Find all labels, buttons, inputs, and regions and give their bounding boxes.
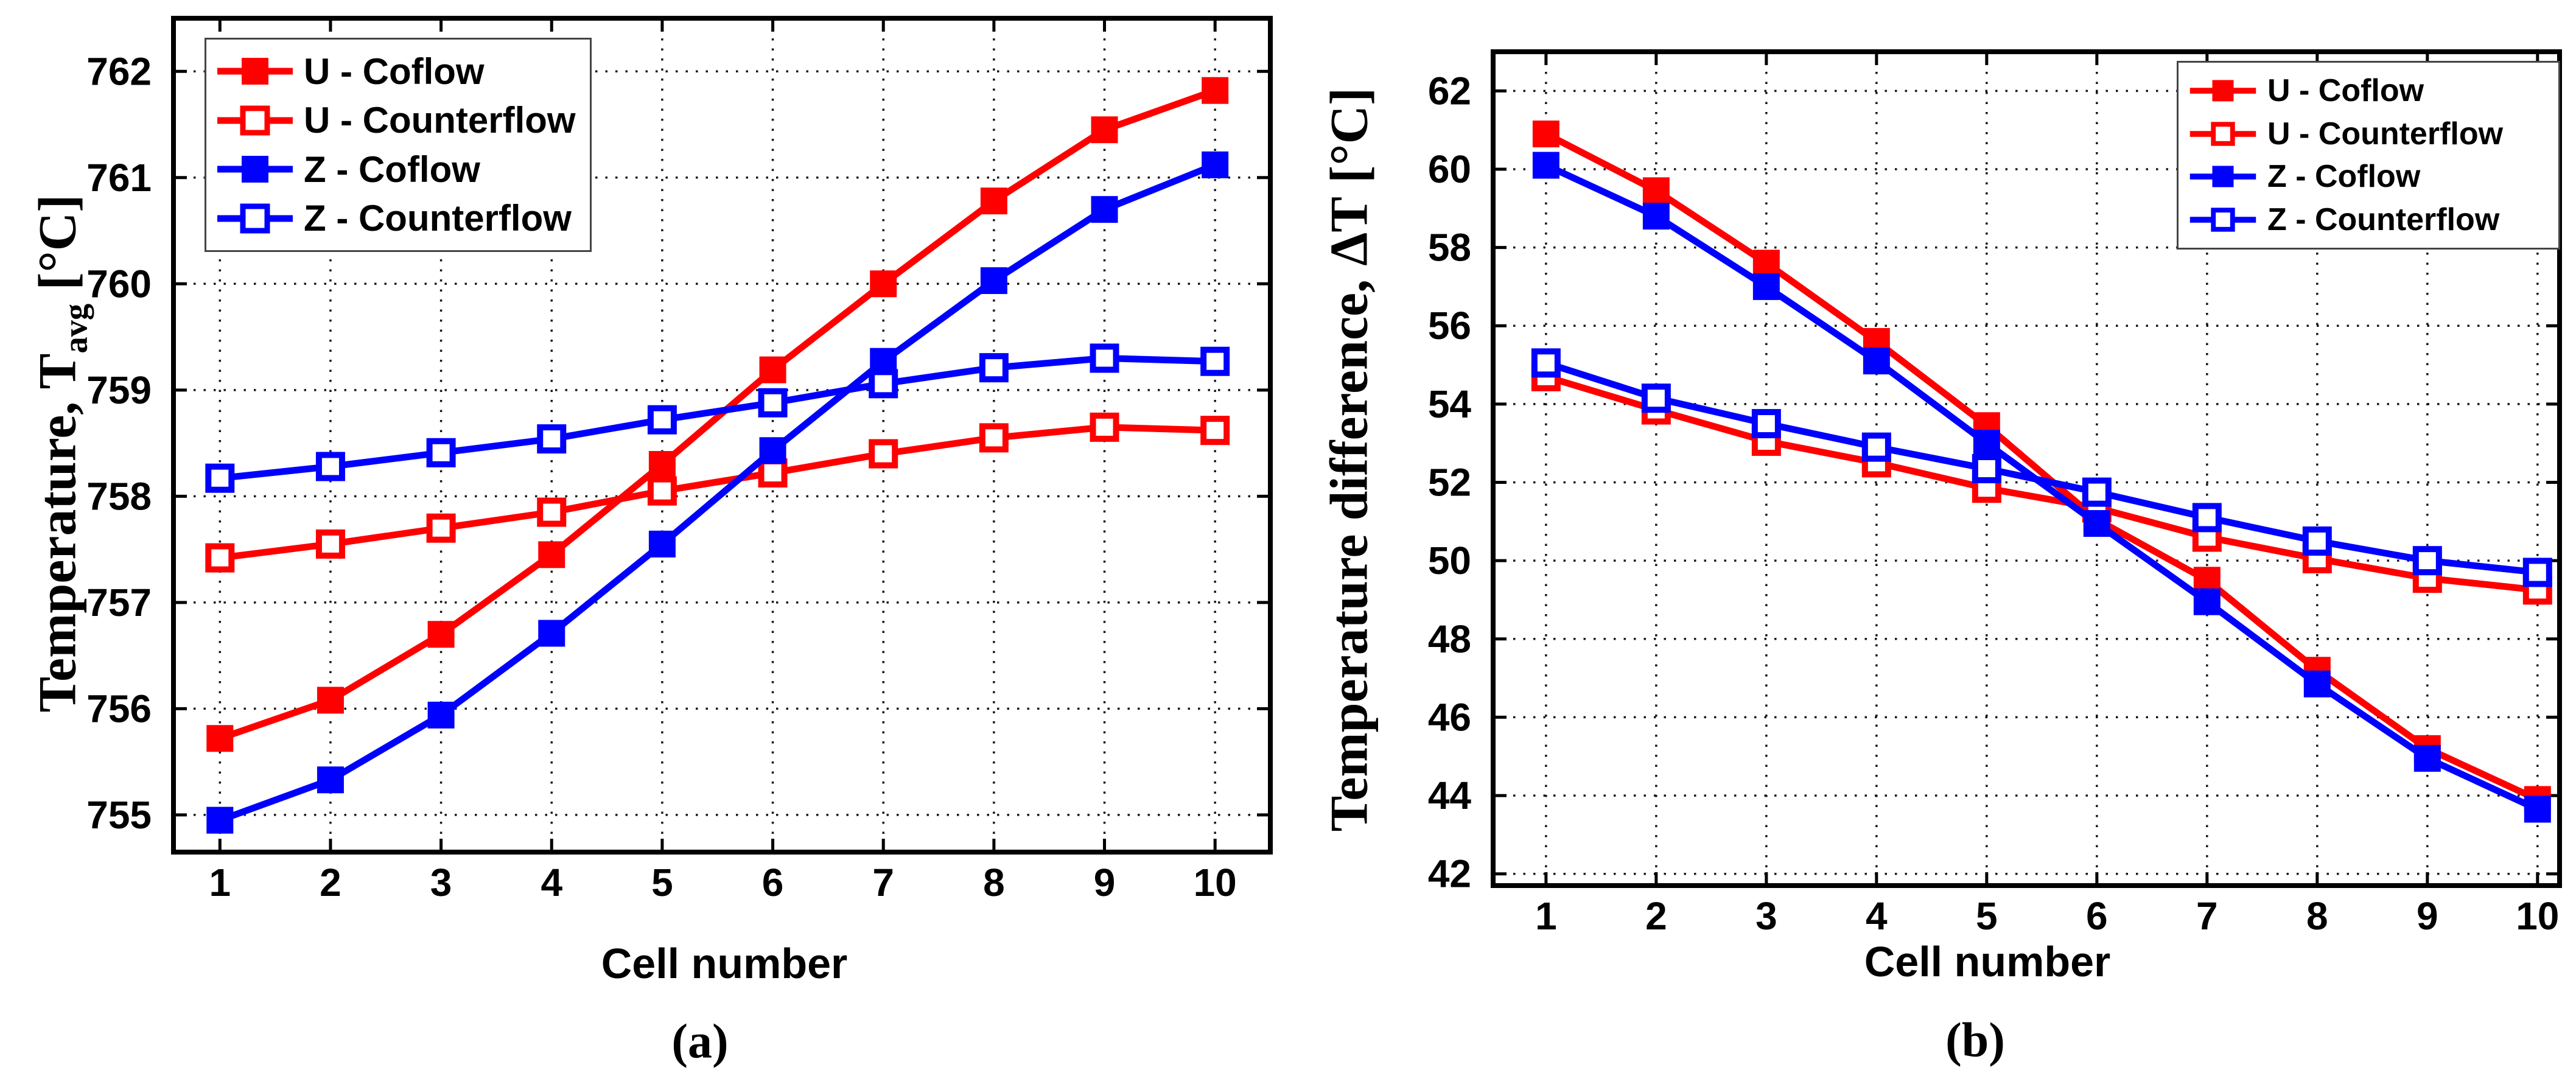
svg-text:8: 8 [2306, 894, 2328, 938]
svg-text:757: 757 [86, 581, 152, 624]
svg-text:44: 44 [1428, 774, 1472, 817]
svg-text:3: 3 [1755, 894, 1777, 938]
svg-text:5: 5 [651, 861, 673, 904]
svg-text:756: 756 [86, 687, 152, 730]
chart-a-y-title-unit: [°C] [28, 194, 88, 304]
svg-text:1: 1 [1535, 894, 1557, 938]
svg-text:42: 42 [1428, 852, 1471, 896]
svg-text:54: 54 [1428, 382, 1472, 426]
legend-item-label: Z - Counterflow [304, 198, 572, 239]
svg-text:6: 6 [762, 861, 784, 904]
svg-text:7: 7 [872, 861, 894, 904]
legend-item-u-counterflow: U - Counterflow [215, 99, 581, 141]
svg-text:758: 758 [86, 474, 152, 518]
svg-text:56: 56 [1428, 304, 1471, 348]
chart-b-x-axis-title: Cell number [1864, 938, 2111, 985]
svg-text:48: 48 [1428, 617, 1471, 661]
legend-item-label: U - Coflow [2267, 73, 2424, 109]
chart-a-legend: U - Coflow U - Counterflow Z - Coflow Z … [205, 38, 592, 252]
legend-item-z-coflow: Z - Coflow [2187, 158, 2550, 195]
svg-text:2: 2 [320, 861, 341, 904]
svg-text:3: 3 [430, 861, 452, 904]
z-counterflow-marker-icon [2189, 207, 2256, 232]
chart-a-y-title-subscript: avg [57, 303, 94, 354]
svg-text:5: 5 [1976, 894, 1998, 938]
svg-text:10: 10 [2516, 894, 2559, 938]
chart-b-caption: (b) [1945, 1013, 2005, 1068]
svg-text:759: 759 [86, 368, 152, 412]
svg-text:7: 7 [2196, 894, 2218, 938]
legend-item-z-coflow: Z - Coflow [215, 149, 581, 191]
u-coflow-marker-icon [2189, 80, 2256, 102]
legend-item-label: U - Coflow [304, 51, 485, 92]
z-coflow-marker-icon [2189, 166, 2256, 187]
legend-item-label: Z - Coflow [304, 149, 480, 190]
svg-text:9: 9 [2417, 894, 2438, 938]
svg-text:50: 50 [1428, 539, 1471, 582]
u-counterflow-marker-icon [217, 105, 293, 136]
z-counterflow-marker-icon [217, 203, 293, 234]
chart-a-caption: (a) [671, 1015, 729, 1069]
legend-item-u-counterflow: U - Counterflow [2187, 116, 2550, 152]
svg-text:760: 760 [86, 262, 152, 306]
svg-text:46: 46 [1428, 695, 1471, 739]
u-coflow-marker-icon [217, 58, 293, 85]
chart-b-y-title-unit: [°C] [1320, 87, 1379, 197]
legend-item-u-coflow: U - Coflow [215, 51, 581, 93]
svg-text:1: 1 [209, 861, 231, 904]
z-coflow-marker-icon [217, 156, 293, 183]
svg-text:2: 2 [1645, 894, 1667, 938]
svg-text:8: 8 [983, 861, 1005, 904]
svg-text:60: 60 [1428, 147, 1471, 191]
svg-text:6: 6 [2086, 894, 2108, 938]
chart-b-legend: U - Coflow U - Counterflow Z - Coflow Z … [2177, 61, 2560, 250]
legend-item-label: U - Counterflow [2267, 116, 2504, 152]
svg-text:9: 9 [1094, 861, 1116, 904]
svg-text:52: 52 [1428, 461, 1471, 505]
svg-text:4: 4 [541, 861, 562, 904]
chart-a-y-axis-title: Temperature, Tavg [°C] [27, 194, 95, 712]
svg-text:62: 62 [1428, 69, 1471, 113]
u-counterflow-marker-icon [2189, 122, 2256, 146]
legend-item-label: U - Counterflow [304, 100, 576, 141]
svg-text:58: 58 [1428, 226, 1471, 270]
chart-b-y-title-text: Temperature difference, ΔT [1320, 197, 1379, 832]
svg-text:4: 4 [1866, 894, 1888, 938]
svg-text:761: 761 [86, 156, 152, 200]
legend-item-z-counterflow: Z - Counterflow [215, 197, 581, 239]
svg-text:762: 762 [86, 49, 152, 93]
chart-b-y-axis-title: Temperature difference, ΔT [°C] [1319, 88, 1387, 832]
legend-item-label: Z - Counterflow [2267, 201, 2500, 237]
chart-a-y-title-text: Temperature, T [28, 353, 88, 713]
chart-a-x-axis-title: Cell number [601, 940, 848, 987]
legend-item-label: Z - Coflow [2267, 159, 2421, 195]
legend-item-z-counterflow: Z - Counterflow [2187, 201, 2550, 238]
svg-text:10: 10 [1194, 861, 1237, 904]
svg-text:755: 755 [86, 793, 152, 837]
legend-item-u-coflow: U - Coflow [2187, 72, 2550, 109]
